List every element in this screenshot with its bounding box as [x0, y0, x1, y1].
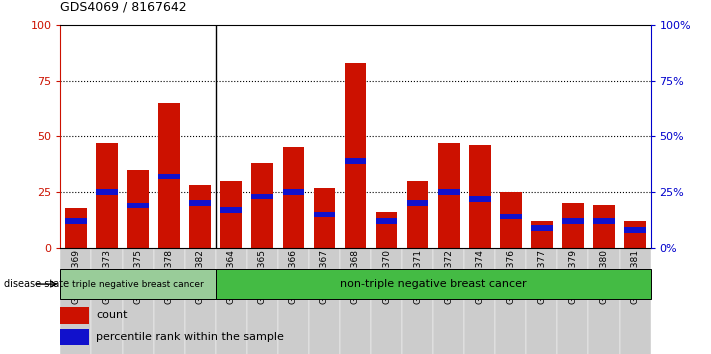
Bar: [96, 189, 118, 195]
Bar: [464, 248, 496, 354]
Bar: [215, 269, 651, 299]
Bar: [282, 147, 304, 248]
Text: non-triple negative breast cancer: non-triple negative breast cancer: [340, 279, 526, 289]
Bar: [624, 221, 646, 248]
Bar: [375, 218, 397, 224]
Bar: [469, 145, 491, 248]
Bar: [526, 248, 557, 354]
Bar: [189, 200, 211, 206]
Bar: [562, 203, 584, 248]
Bar: [407, 200, 429, 206]
Bar: [496, 248, 526, 354]
Text: percentile rank within the sample: percentile rank within the sample: [96, 332, 284, 342]
Text: triple negative breast cancer: triple negative breast cancer: [73, 280, 204, 289]
Bar: [500, 192, 522, 248]
Bar: [589, 248, 619, 354]
Text: disease state: disease state: [4, 279, 69, 289]
Bar: [407, 181, 429, 248]
Bar: [185, 248, 215, 354]
Bar: [92, 248, 122, 354]
Bar: [438, 189, 459, 195]
Bar: [402, 248, 433, 354]
Bar: [220, 181, 242, 248]
Bar: [314, 212, 336, 217]
Bar: [154, 248, 185, 354]
Bar: [531, 221, 552, 248]
Bar: [159, 103, 180, 248]
Bar: [252, 194, 273, 199]
Bar: [469, 196, 491, 201]
Bar: [345, 158, 366, 164]
Bar: [593, 205, 615, 248]
Bar: [557, 248, 589, 354]
Bar: [340, 248, 371, 354]
Bar: [562, 218, 584, 224]
Bar: [371, 248, 402, 354]
Bar: [309, 248, 340, 354]
Bar: [159, 174, 180, 179]
Bar: [433, 248, 464, 354]
Bar: [314, 188, 336, 248]
Bar: [65, 208, 87, 248]
Bar: [65, 218, 87, 224]
Bar: [220, 207, 242, 213]
Bar: [96, 143, 118, 248]
Text: count: count: [96, 310, 127, 320]
Bar: [619, 248, 651, 354]
Bar: [60, 329, 89, 345]
Bar: [531, 225, 552, 230]
Bar: [438, 143, 459, 248]
Bar: [500, 214, 522, 219]
Bar: [60, 248, 92, 354]
Bar: [127, 170, 149, 248]
Bar: [127, 202, 149, 208]
Bar: [60, 269, 215, 299]
Text: GDS4069 / 8167642: GDS4069 / 8167642: [60, 1, 187, 13]
Bar: [593, 218, 615, 224]
Bar: [624, 227, 646, 233]
Bar: [122, 248, 154, 354]
Bar: [252, 163, 273, 248]
Bar: [375, 212, 397, 248]
Bar: [345, 63, 366, 248]
Bar: [215, 248, 247, 354]
Bar: [247, 248, 278, 354]
Bar: [282, 189, 304, 195]
Bar: [189, 185, 211, 248]
Bar: [60, 307, 89, 324]
Bar: [278, 248, 309, 354]
